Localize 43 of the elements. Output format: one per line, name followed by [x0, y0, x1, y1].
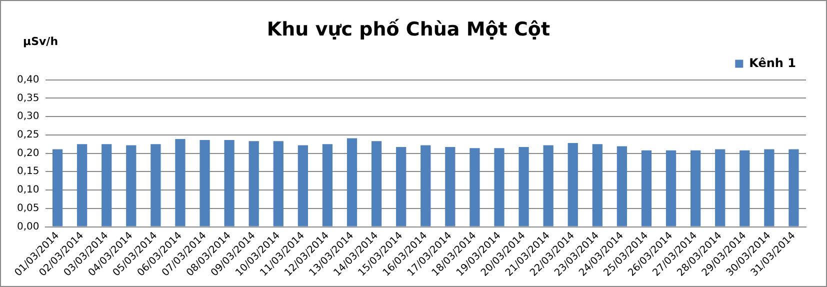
y-tick-label: 0,35: [17, 92, 40, 104]
bar: [102, 144, 112, 226]
bar: [298, 145, 308, 226]
y-tick-label: 0,15: [17, 166, 40, 178]
bar: [543, 145, 554, 226]
bar: [470, 148, 480, 226]
y-tick-label: 0,05: [17, 202, 40, 214]
bar: [322, 144, 333, 226]
chart-title: Khu vực phố Chùa Một Cột: [266, 18, 550, 40]
bar: [224, 140, 234, 226]
y-tick-label: 0,20: [17, 148, 40, 159]
y-tick-label: 0,25: [17, 130, 40, 141]
bar: [568, 142, 578, 226]
bar: [641, 150, 652, 226]
bar: [371, 141, 382, 226]
bar: [126, 145, 136, 226]
bar: [150, 144, 161, 226]
bar: [764, 149, 774, 226]
bar: [248, 141, 259, 226]
y-tick-label: 0,30: [17, 111, 40, 122]
bar: [740, 150, 750, 226]
bar: [616, 146, 628, 226]
bar: [52, 149, 63, 226]
bar: [346, 138, 358, 226]
bar: [715, 149, 726, 226]
bar: [690, 150, 701, 226]
bar: [518, 147, 529, 226]
bar: [788, 149, 799, 226]
bar: [420, 145, 431, 226]
y-tick-label: 0,10: [17, 184, 40, 196]
bar: [77, 144, 88, 226]
bar: [445, 147, 456, 226]
legend-label: Kênh 1: [749, 56, 796, 70]
bar: [396, 147, 406, 226]
bar: [494, 148, 504, 226]
y-axis-title: µSv/h: [23, 35, 58, 48]
y-tick-label: 0,40: [17, 74, 40, 86]
y-tick-label: 0,00: [17, 221, 40, 232]
bar: [592, 144, 602, 226]
bar: [200, 140, 210, 226]
bar: [175, 138, 186, 226]
bar: [273, 141, 284, 226]
bar: [666, 150, 676, 226]
